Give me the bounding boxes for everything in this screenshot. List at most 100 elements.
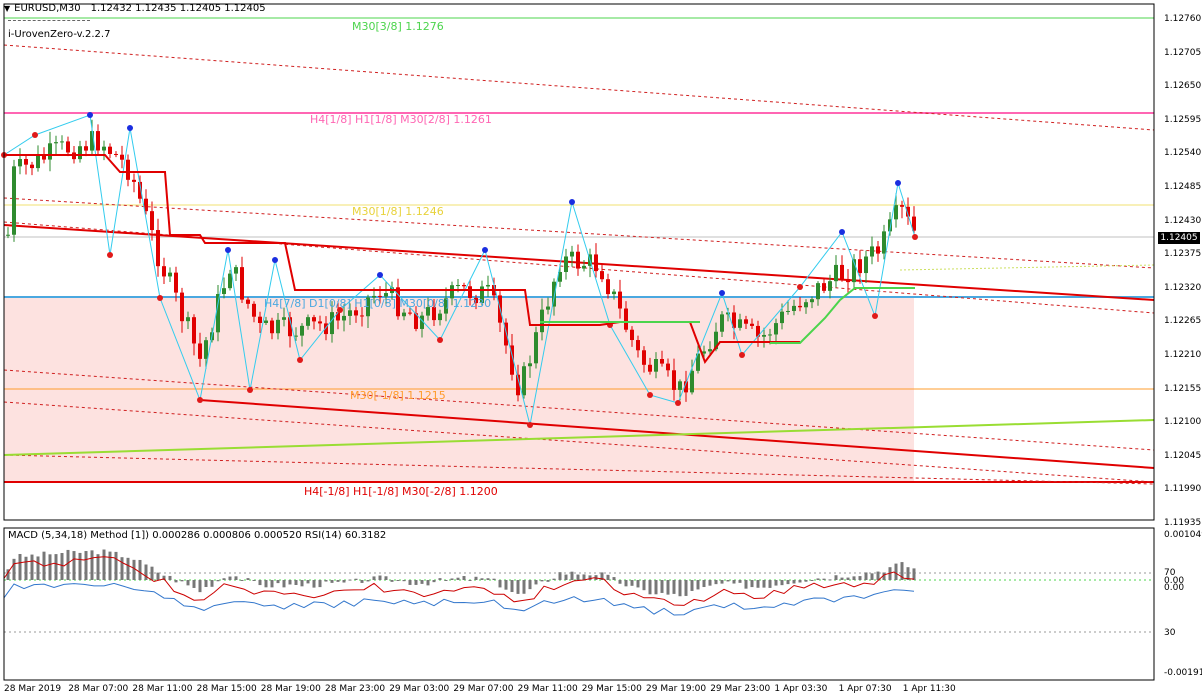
candle-body	[858, 259, 862, 274]
candle-body	[402, 312, 406, 317]
macd-histogram-bar	[810, 580, 814, 581]
candle-body	[222, 288, 226, 295]
macd-histogram-bar	[900, 562, 904, 580]
macd-histogram-bar	[876, 571, 880, 580]
candle-body	[786, 310, 790, 312]
time-axis-label: 29 Mar 11:00	[517, 684, 578, 694]
macd-histogram-bar	[156, 572, 160, 580]
candle-body	[516, 374, 520, 396]
candle-body	[906, 206, 910, 217]
candle-body	[126, 159, 130, 180]
candle-body	[240, 267, 244, 300]
candle-body	[612, 291, 616, 295]
symbol-timeframe: EURUSD,M30	[14, 3, 81, 14]
macd-histogram-bar	[822, 578, 826, 580]
level-label-m30-minus-1-8: M30[-1/8] 1.1215	[350, 389, 446, 402]
macd-histogram-bar	[210, 580, 214, 587]
macd-histogram-bar	[252, 580, 256, 581]
macd-histogram-bar	[864, 572, 868, 580]
macd-histogram-bar	[246, 578, 250, 580]
time-axis-label: 1 Apr 07:30	[838, 684, 892, 694]
macd-histogram-bar	[804, 580, 808, 582]
candle-body	[900, 205, 904, 207]
candle-body	[372, 295, 376, 298]
candle-body	[438, 313, 442, 321]
candle-body	[6, 234, 10, 236]
candle-body	[300, 325, 304, 336]
macd-histogram-bar	[882, 572, 886, 580]
candle-body	[348, 310, 352, 316]
fractal-dot	[675, 400, 681, 406]
macd-histogram-bar	[258, 580, 262, 586]
candle-body	[594, 254, 598, 272]
subwindow-axis-label: 0.00	[1164, 576, 1185, 586]
candle-body	[486, 284, 490, 287]
candle-body	[414, 313, 418, 329]
candle-body	[756, 325, 760, 337]
macd-histogram-bar	[462, 576, 466, 580]
macd-histogram-bar	[516, 580, 520, 594]
macd-histogram-bar	[240, 580, 244, 581]
candle-body	[648, 364, 652, 372]
candle-body	[330, 312, 334, 335]
price-panel-frame	[3, 3, 1155, 521]
candle-body	[666, 363, 670, 371]
macd-histogram-bar	[168, 575, 172, 580]
candle-body	[102, 146, 106, 151]
macd-histogram-bar	[12, 558, 16, 580]
candle-body	[654, 359, 658, 372]
candle-body	[114, 153, 118, 155]
fractal-dot	[797, 284, 803, 290]
fractal-dot	[377, 272, 383, 278]
macd-histogram-bar	[36, 556, 40, 580]
candle-body	[804, 302, 808, 308]
time-axis-label: 29 Mar 15:00	[581, 684, 642, 694]
candle-body	[642, 350, 646, 365]
candle-body	[24, 159, 28, 165]
candle-body	[780, 311, 784, 324]
candle-body	[30, 164, 34, 169]
macd-histogram-bar	[870, 573, 874, 580]
price-axis-label: 1.12320	[1164, 282, 1202, 293]
macd-histogram-bar	[630, 580, 634, 586]
macd-histogram-bar	[912, 568, 916, 580]
time-axis-label: 28 Mar 07:00	[68, 684, 129, 694]
candle-body	[366, 297, 370, 317]
macd-histogram-bar	[492, 578, 496, 580]
candle-body	[78, 146, 82, 160]
level-label-h4-7-8: H4[7/8] D1[0/8] H1[0/8] M30[0/8] 1.1230	[264, 297, 492, 310]
macd-histogram-bar	[582, 574, 586, 580]
macd-histogram-bar	[180, 580, 184, 582]
candle-body	[468, 286, 472, 298]
candle-body	[828, 281, 832, 291]
macd-histogram-bar	[564, 574, 568, 580]
macd-histogram-bar	[750, 580, 754, 588]
macd-histogram-bar	[642, 580, 646, 591]
candle-body	[264, 320, 268, 323]
fractal-dot	[895, 180, 901, 186]
macd-histogram-bar	[672, 580, 676, 594]
ohlc-values: 1.12432 1.12435 1.12405 1.12405	[90, 3, 266, 14]
macd-histogram-bar	[120, 557, 124, 580]
candle-body	[738, 319, 742, 328]
candle-body	[606, 279, 610, 295]
price-axis-label: 1.12045	[1164, 450, 1202, 461]
fractal-dot	[157, 295, 163, 301]
candle-body	[378, 295, 382, 297]
macd-histogram-bar	[762, 580, 766, 588]
macd-histogram-bar	[738, 580, 742, 583]
macd-histogram-bar	[138, 559, 142, 580]
macd-histogram-bar	[450, 578, 454, 580]
candle-body	[480, 286, 484, 304]
fractal-dot	[225, 247, 231, 253]
candle-body	[534, 332, 538, 364]
candle-body	[276, 319, 280, 334]
macd-histogram-bar	[828, 579, 832, 581]
dropdown-triangle-icon[interactable]: ▼	[4, 3, 11, 13]
macd-histogram-bar	[708, 580, 712, 586]
candle-body	[48, 143, 52, 160]
macd-histogram-bar	[534, 580, 538, 585]
macd-histogram-bar	[768, 580, 772, 588]
time-axis-label: 28 Mar 23:00	[325, 684, 386, 694]
